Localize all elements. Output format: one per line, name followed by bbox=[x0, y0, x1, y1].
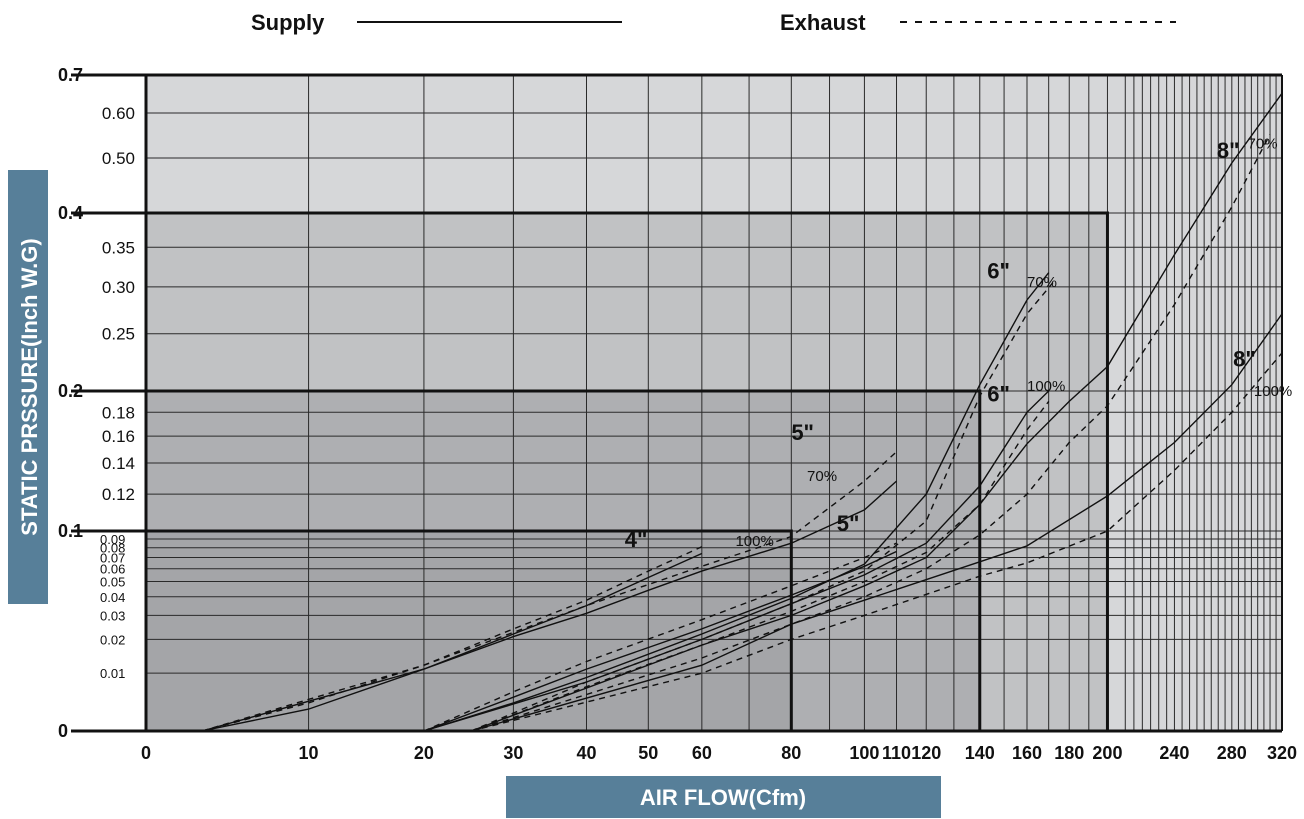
curve-size-label: 8" bbox=[1217, 138, 1240, 163]
y-tick-label: 0.18 bbox=[102, 403, 135, 422]
x-tick-label: 200 bbox=[1092, 743, 1122, 763]
x-axis-title-bg bbox=[506, 776, 941, 818]
curve-5in-70pct-supply bbox=[201, 480, 897, 732]
curve-pct-label: 100% bbox=[735, 533, 773, 550]
x-tick-label: 30 bbox=[503, 743, 523, 763]
y-axis-title-box: STATIC PRSSURE(Inch W.G) bbox=[8, 170, 48, 604]
legend: Supply Exhaust bbox=[251, 10, 1176, 35]
x-axis-title-box: AIR FLOW(Cfm) bbox=[506, 776, 941, 818]
zone-80cfm-0.1 bbox=[146, 531, 792, 731]
x-tick-label: 40 bbox=[576, 743, 596, 763]
grid bbox=[146, 75, 1283, 731]
curve-pct-label: 100% bbox=[1254, 383, 1292, 400]
curve-pct-label: 70% bbox=[807, 468, 837, 485]
x-tick-label: 100 bbox=[849, 743, 879, 763]
y-tick-label-small: 0.08 bbox=[100, 541, 125, 556]
curve-size-label: 5" bbox=[837, 511, 860, 536]
curve-6in-100pct-exhaust bbox=[470, 400, 1050, 732]
curve-8in-100pct-supply bbox=[470, 313, 1283, 732]
y-tick-label-small: 0.04 bbox=[100, 590, 125, 605]
curve-5in-100pct-supply bbox=[423, 550, 897, 732]
zone-border bbox=[71, 529, 793, 731]
curve-size-label: 8" bbox=[1233, 347, 1256, 372]
curve-pct-label: 70% bbox=[1027, 274, 1057, 291]
x-tick-label: 140 bbox=[965, 743, 995, 763]
y-axis-title-bg bbox=[8, 170, 48, 604]
axes bbox=[71, 73, 1283, 733]
legend-supply-label: Supply bbox=[251, 10, 325, 35]
x-tick-label: 0 bbox=[141, 743, 151, 763]
curve-size-label: 5" bbox=[791, 420, 814, 445]
curve-4in-exhaust bbox=[201, 546, 703, 732]
y-tick-label-major: 0.1 bbox=[58, 521, 83, 541]
y-tick-labels: 0 0.1 0.2 0.4 0.7 0.12 0.14 0.16 0.18 0.25 0.30 0.3… bbox=[58, 65, 135, 741]
y-tick-label-small: 0.02 bbox=[100, 632, 125, 647]
x-tick-labels: 0 10 20 30 40 50 60 80 100 110 120 140 160 180 200 240 2… bbox=[141, 743, 1297, 763]
y-tick-label-major: 0.7 bbox=[58, 65, 83, 85]
y-tick-label: 0.60 bbox=[102, 104, 135, 123]
x-tick-label: 110 bbox=[882, 743, 911, 763]
legend-exhaust-label: Exhaust bbox=[780, 10, 866, 35]
zone-borders bbox=[71, 211, 1109, 731]
y-tick-label-small: 0.06 bbox=[100, 562, 125, 577]
curve-8in-70pct-supply bbox=[470, 92, 1283, 732]
x-tick-label: 180 bbox=[1054, 743, 1084, 763]
curve-labels: 4" 5" 70% 100% 5" 6" 70% 6" 100% 8" 70% 8" 100% bbox=[625, 135, 1293, 552]
y-tick-label-small: 0.03 bbox=[100, 608, 125, 623]
x-tick-label: 50 bbox=[638, 743, 658, 763]
curve-5in-70pct-exhaust bbox=[201, 451, 897, 732]
curve-pct-label: 70% bbox=[1248, 135, 1278, 152]
curve-size-label: 6" bbox=[987, 381, 1010, 406]
y-tick-label-small: 0.07 bbox=[100, 551, 125, 566]
curve-6in-100pct-supply bbox=[423, 390, 1050, 732]
x-tick-label: 60 bbox=[692, 743, 712, 763]
curve-6in-70pct-supply bbox=[423, 272, 1050, 732]
y-tick-label: 0.30 bbox=[102, 278, 135, 297]
y-tick-label-small: 0.05 bbox=[100, 575, 125, 590]
x-tick-label: 160 bbox=[1012, 743, 1042, 763]
curves bbox=[201, 92, 1283, 732]
x-tick-label: 80 bbox=[781, 743, 801, 763]
x-tick-label: 10 bbox=[299, 743, 319, 763]
zone-border bbox=[71, 211, 1109, 731]
zone-border bbox=[71, 389, 982, 731]
x-tick-label: 240 bbox=[1159, 743, 1189, 763]
y-tick-label-major: 0.4 bbox=[58, 203, 83, 223]
y-tick-label: 0.12 bbox=[102, 485, 135, 504]
y-tick-label-small: 0.09 bbox=[100, 532, 125, 547]
curve-4in-supply bbox=[201, 552, 703, 732]
y-axis-title: STATIC PRSSURE(Inch W.G) bbox=[17, 238, 42, 535]
curve-size-label: 4" bbox=[625, 527, 648, 552]
y-tick-label-major: 0 bbox=[58, 721, 68, 741]
y-tick-label: 0.50 bbox=[102, 149, 135, 168]
curve-5in-100pct-exhaust bbox=[423, 542, 897, 732]
curve-size-label: 6" bbox=[987, 258, 1010, 283]
curve-8in-70pct-exhaust bbox=[470, 134, 1271, 732]
x-axis-title: AIR FLOW(Cfm) bbox=[640, 785, 806, 810]
x-tick-label: 280 bbox=[1217, 743, 1247, 763]
curve-pct-label: 100% bbox=[1027, 378, 1065, 395]
x-tick-label: 120 bbox=[911, 743, 941, 763]
x-tick-label: 320 bbox=[1267, 743, 1297, 763]
y-tick-label: 0.35 bbox=[102, 238, 135, 257]
y-tick-label: 0.14 bbox=[102, 454, 135, 473]
plot-area: 4" 5" 70% 100% 5" 6" 70% 6" 100% 8" 70% 8" 100% 0 0.1… bbox=[58, 65, 1297, 763]
y-tick-label-small: 0.01 bbox=[100, 666, 125, 681]
y-tick-label: 0.16 bbox=[102, 427, 135, 446]
y-tick-label-major: 0.2 bbox=[58, 381, 83, 401]
x-tick-label: 20 bbox=[414, 743, 434, 763]
y-tick-label: 0.25 bbox=[102, 325, 135, 344]
